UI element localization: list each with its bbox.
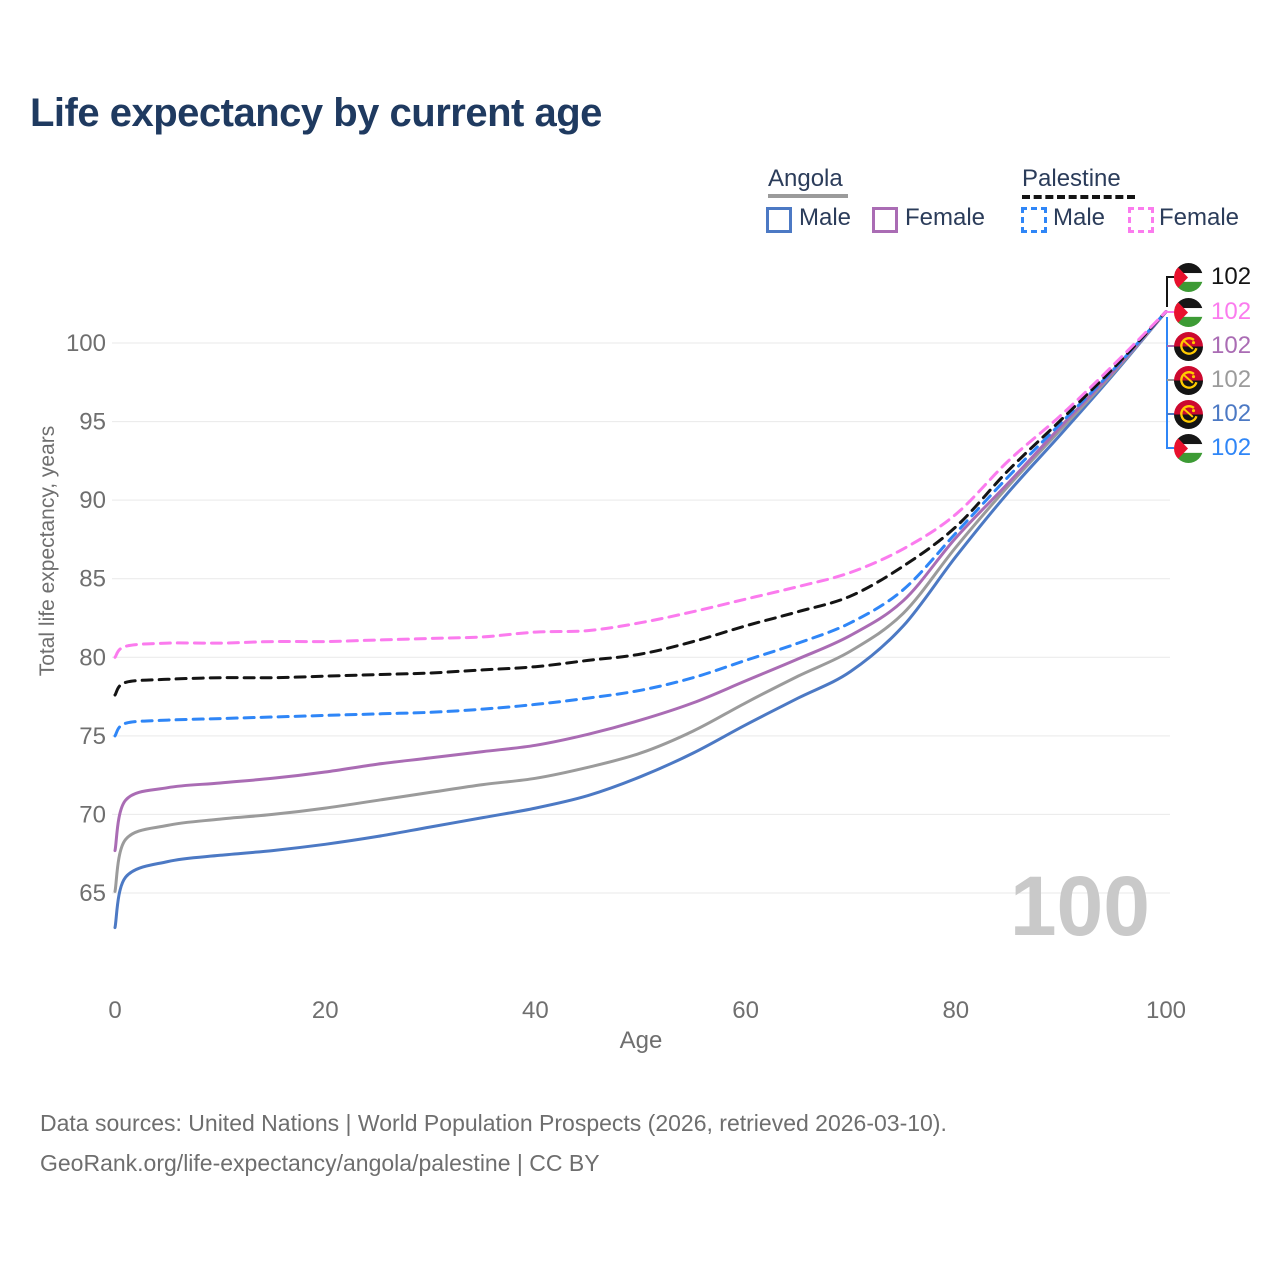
- y-tick-label-80: 80: [79, 644, 106, 671]
- series-line-angola-female[interactable]: [113, 310, 1168, 853]
- x-tick-label-0: 0: [108, 997, 121, 1024]
- y-tick-label-95: 95: [79, 409, 106, 436]
- y-tick-label-100: 100: [66, 330, 106, 357]
- series-line-palestine-female[interactable]: [113, 310, 1168, 659]
- legend-swatch-angola-male[interactable]: [766, 207, 792, 233]
- legend-label-angola-male[interactable]: Male: [799, 204, 852, 231]
- end-value: 102: [1211, 332, 1252, 359]
- y-axis-title: Total life expectancy, years: [36, 425, 59, 677]
- series-line-angola-both-sexes[interactable]: [113, 310, 1168, 893]
- legend-swatch-palestine-male[interactable]: [1021, 207, 1047, 233]
- end-value: 102: [1211, 263, 1252, 290]
- x-tick-label-80: 80: [942, 997, 969, 1024]
- x-tick-label-60: 60: [732, 997, 759, 1024]
- legend-underline-angola: [768, 194, 848, 198]
- legend-group-angola[interactable]: Angola: [768, 165, 843, 192]
- legend-label-palestine-male[interactable]: Male: [1053, 204, 1106, 231]
- legend-underline-palestine: [1022, 195, 1135, 199]
- y-tick-label-85: 85: [79, 566, 106, 593]
- page-title: Life expectancy by current age: [30, 91, 602, 135]
- connector-palestine-male: [1166, 317, 1175, 449]
- palestine-flag-icon: [1174, 263, 1203, 292]
- series-line-palestine-both-sexes[interactable]: [113, 310, 1168, 697]
- end-label-angola-female: 102: [1174, 331, 1251, 361]
- legend-swatch-palestine-female[interactable]: [1128, 207, 1154, 233]
- end-label-palestine-both-sexes: 102: [1174, 262, 1251, 292]
- x-tick-label-40: 40: [522, 997, 549, 1024]
- y-tick-label-65: 65: [79, 880, 106, 907]
- angola-flag-icon: [1174, 400, 1203, 429]
- legend-swatch-angola-female[interactable]: [872, 207, 898, 233]
- legend-label-palestine-female[interactable]: Female: [1159, 204, 1240, 231]
- x-tick-label-100: 100: [1146, 997, 1186, 1024]
- x-tick-label-20: 20: [312, 997, 339, 1024]
- series-line-palestine-male[interactable]: [113, 310, 1168, 738]
- end-value: 102: [1211, 434, 1252, 461]
- y-tick-label-75: 75: [79, 723, 106, 750]
- end-label-angola-both-sexes: 102: [1174, 365, 1251, 395]
- series-line-angola-male[interactable]: [113, 310, 1168, 930]
- angola-flag-icon: [1174, 366, 1203, 395]
- end-value: 102: [1211, 366, 1252, 393]
- palestine-flag-icon: [1174, 298, 1203, 327]
- end-label-angola-male: 102: [1174, 399, 1251, 429]
- x-axis-title: Age: [620, 1027, 663, 1054]
- age-watermark: 100: [1009, 859, 1150, 953]
- legend-label-angola-female[interactable]: Female: [905, 204, 986, 231]
- angola-flag-icon: [1174, 332, 1203, 361]
- end-value: 102: [1211, 298, 1252, 325]
- end-label-palestine-female: 102: [1174, 297, 1251, 327]
- palestine-flag-icon: [1174, 434, 1203, 463]
- footer-data-sources: Data sources: United Nations | World Pop…: [40, 1110, 947, 1136]
- legend-group-palestine[interactable]: Palestine: [1022, 165, 1121, 192]
- y-tick-label-70: 70: [79, 801, 106, 828]
- y-tick-label-90: 90: [79, 487, 106, 514]
- connector-palestine-both-sexes: [1166, 276, 1175, 307]
- end-label-palestine-male: 102: [1174, 433, 1251, 463]
- footer-attribution: GeoRank.org/life-expectancy/angola/pales…: [40, 1150, 600, 1176]
- end-value: 102: [1211, 400, 1252, 427]
